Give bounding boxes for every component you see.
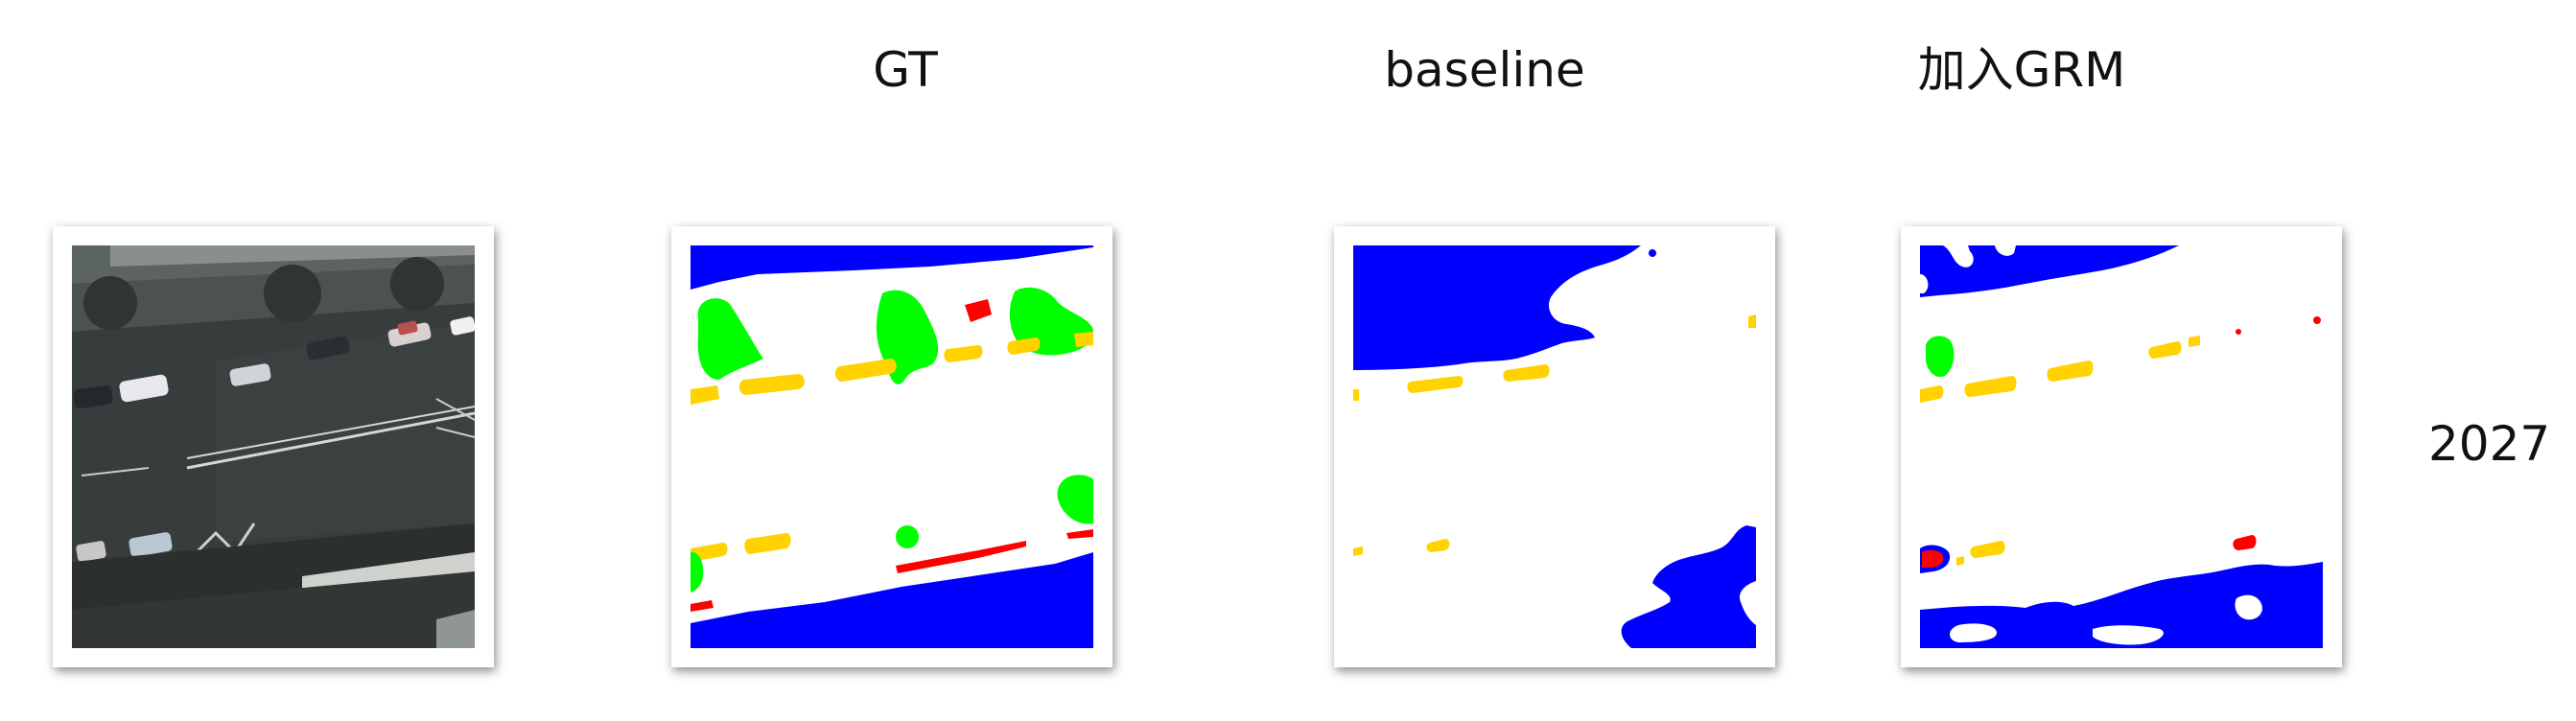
gt-segmentation-map bbox=[691, 245, 1093, 648]
gt-segmentation-panel bbox=[671, 226, 1112, 667]
column-title-gt: GT bbox=[873, 42, 938, 98]
baseline-segmentation-panel bbox=[1334, 226, 1775, 667]
input-aerial-image bbox=[72, 245, 475, 648]
grm-segmentation-map bbox=[1920, 245, 2323, 648]
column-title-baseline: baseline bbox=[1384, 42, 1585, 98]
input-aerial-image-panel bbox=[53, 226, 494, 667]
sample-id-label: 2027 bbox=[2428, 416, 2551, 472]
grm-segmentation-panel bbox=[1901, 226, 2342, 667]
baseline-segmentation-map bbox=[1353, 245, 1756, 648]
column-title-grm: 加入GRM bbox=[1917, 42, 2126, 98]
